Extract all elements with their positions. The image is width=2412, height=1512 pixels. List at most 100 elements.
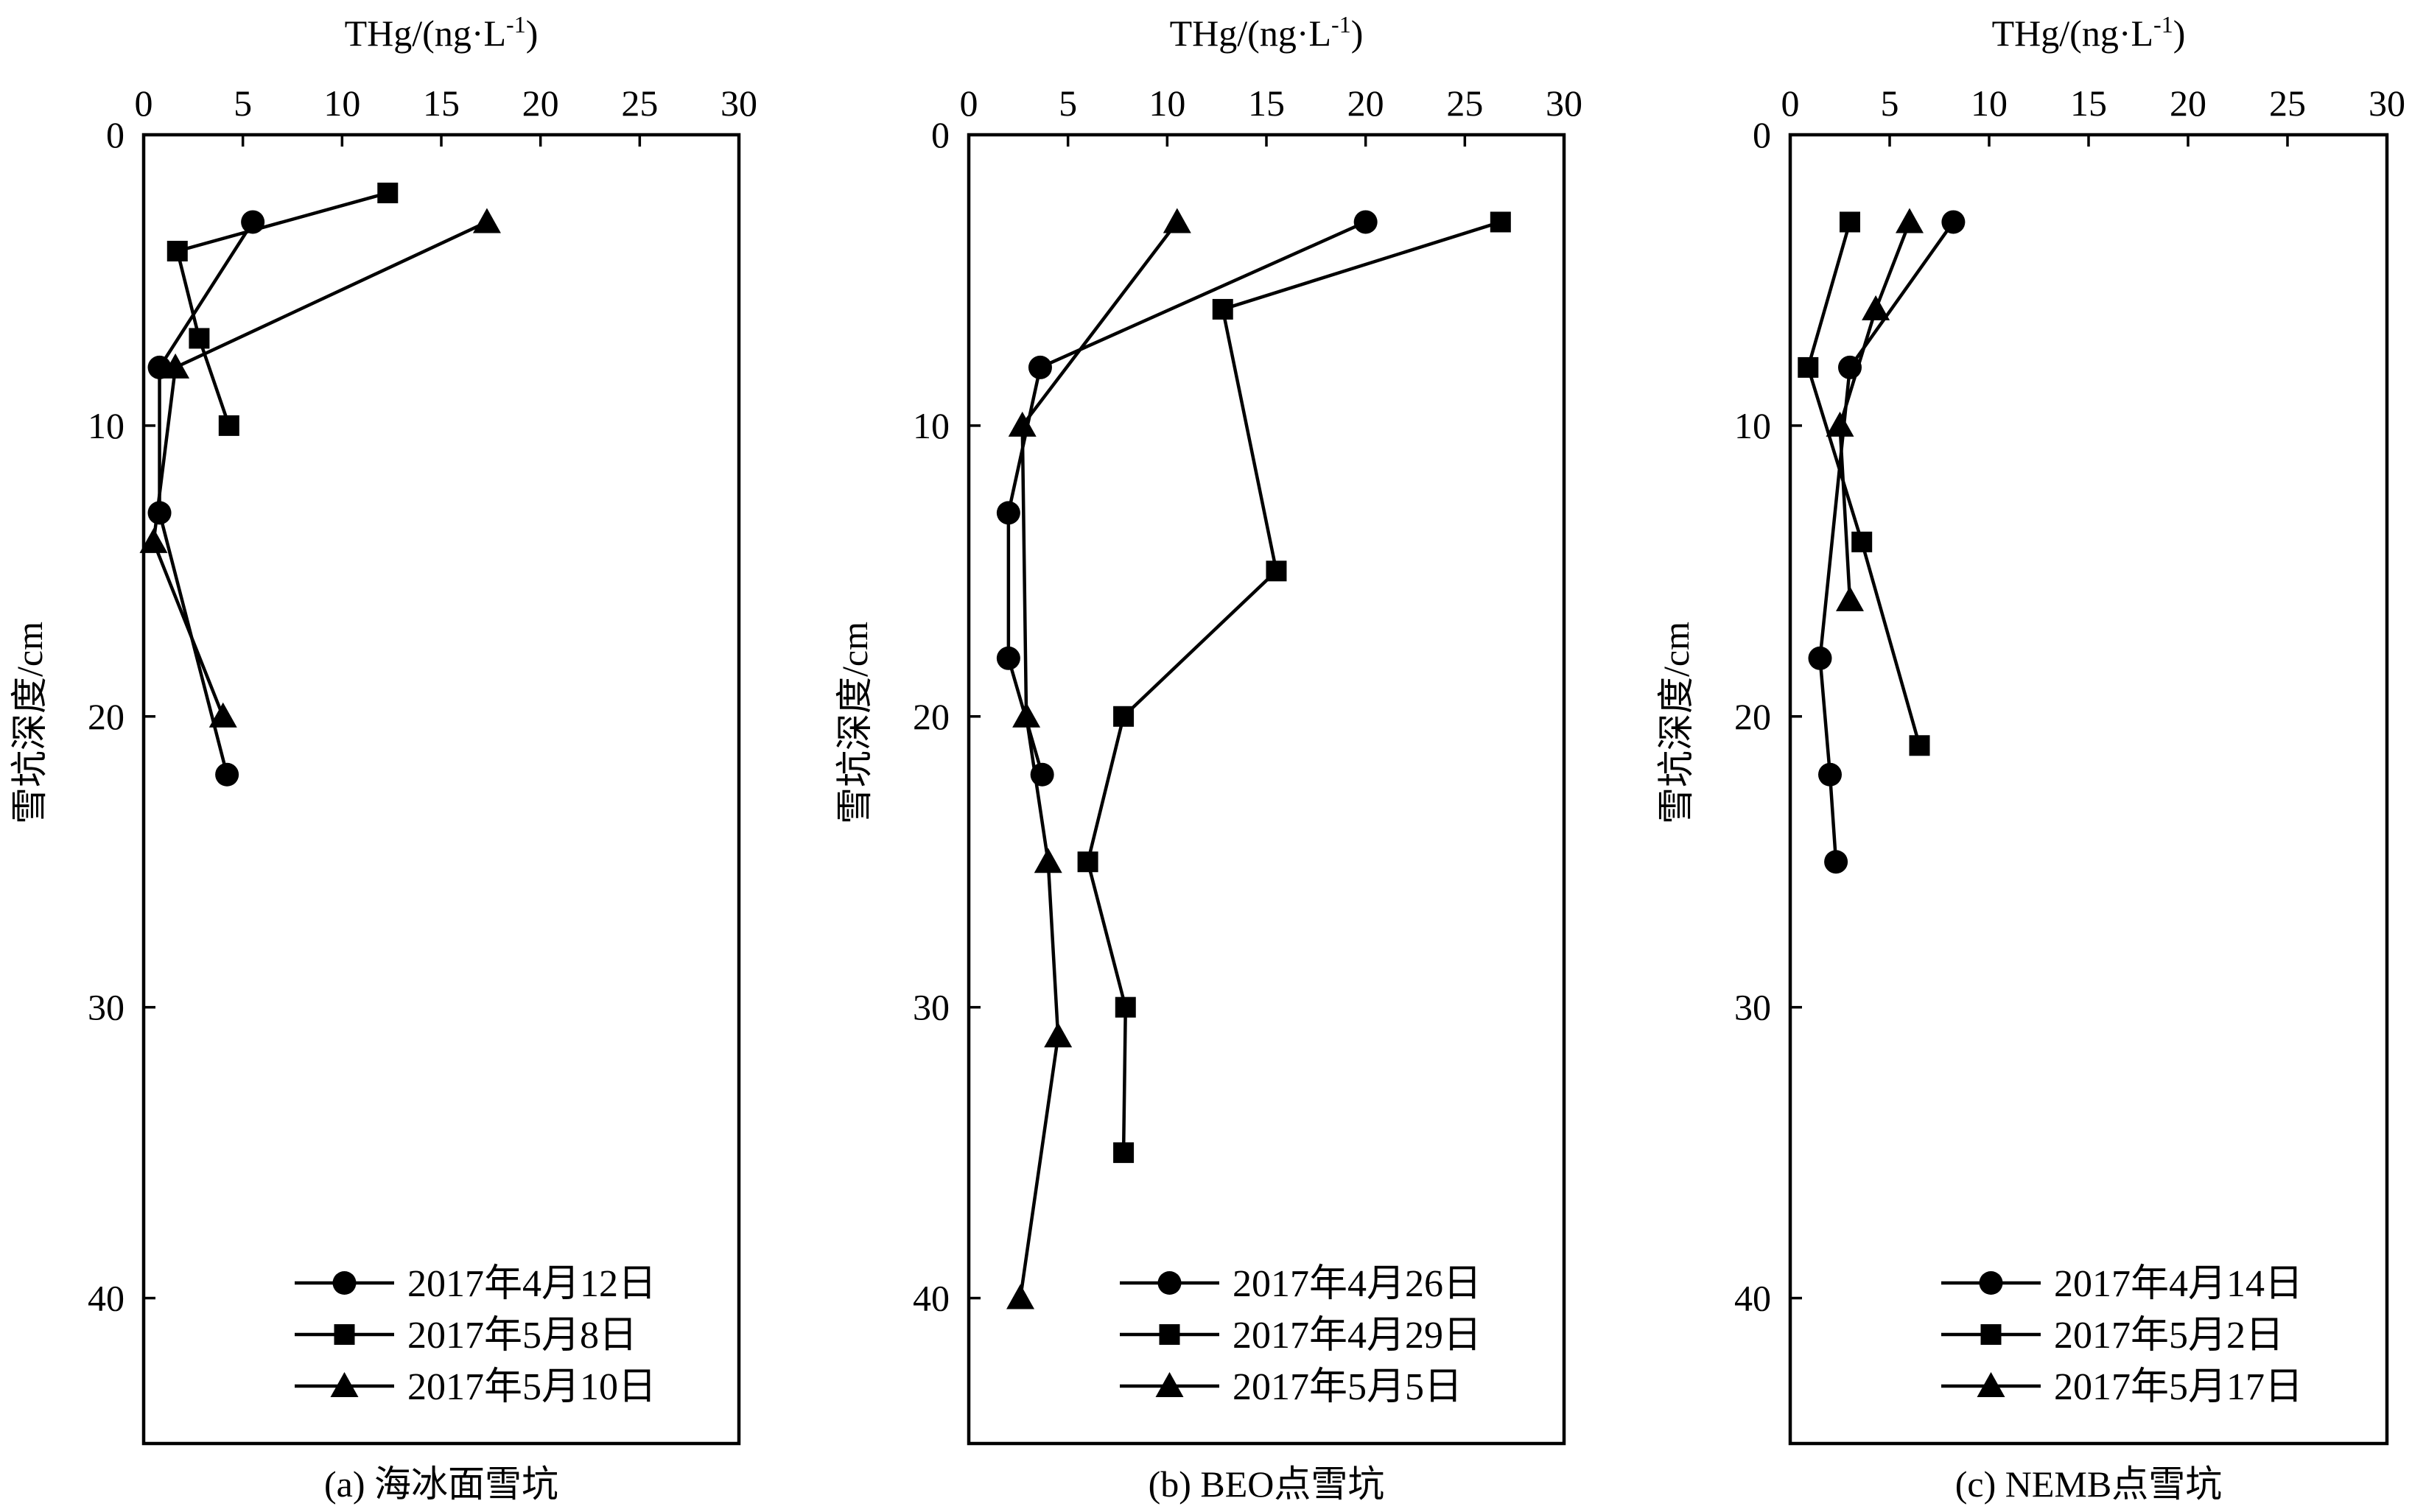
series-circle xyxy=(996,210,1378,787)
legend-marker xyxy=(1977,1372,2005,1397)
y-tick-label: 0 xyxy=(106,114,125,155)
data-point xyxy=(1824,850,1848,874)
data-point xyxy=(161,353,190,379)
plot-frame xyxy=(967,133,1566,1446)
x-tick-label: 30 xyxy=(721,82,757,124)
series-square xyxy=(1798,211,1930,756)
data-point xyxy=(996,501,1020,525)
data-point xyxy=(166,240,188,261)
legend-label: 2017年5月17日 xyxy=(2054,1366,2303,1408)
x-tick-label: 15 xyxy=(423,82,460,124)
x-tick-label: 5 xyxy=(1059,82,1077,124)
series-square xyxy=(1077,211,1511,1164)
data-point xyxy=(1840,211,1860,233)
x-tick-label: 25 xyxy=(621,82,658,124)
legend-marker xyxy=(1979,1271,2003,1295)
legend-label: 2017年5月10日 xyxy=(407,1366,656,1408)
y-tick-label: 30 xyxy=(88,987,125,1028)
legend-label: 2017年4月14日 xyxy=(2054,1263,2303,1305)
legend-label: 2017年4月12日 xyxy=(407,1263,656,1305)
y-tick-label: 40 xyxy=(1734,1278,1771,1319)
series-line xyxy=(1838,221,1912,600)
data-point xyxy=(1077,851,1098,873)
x-tick-label: 10 xyxy=(323,82,360,124)
data-point xyxy=(1266,560,1287,582)
series-line xyxy=(175,191,388,426)
x-tick-label: 0 xyxy=(135,82,153,124)
data-point xyxy=(1212,298,1233,320)
data-point xyxy=(1113,1142,1135,1164)
data-point xyxy=(377,182,399,203)
x-tick-label: 20 xyxy=(2170,82,2206,124)
y-tick-label: 30 xyxy=(913,987,950,1028)
x-tick-label: 5 xyxy=(234,82,252,124)
series-line xyxy=(1806,221,1921,746)
x-tick-label: 25 xyxy=(2269,82,2306,124)
legend-marker xyxy=(332,1271,357,1295)
data-point xyxy=(218,415,239,436)
data-point xyxy=(147,501,172,525)
x-tick-label: 15 xyxy=(1248,82,1285,124)
panel-caption: (c) NEMB点雪坑 xyxy=(1955,1463,2222,1505)
x-tick-label: 0 xyxy=(1781,82,1800,124)
data-point xyxy=(208,702,237,728)
data-point xyxy=(1818,762,1842,787)
data-point xyxy=(1836,586,1864,611)
data-point xyxy=(1353,210,1378,234)
data-point xyxy=(1826,411,1854,437)
data-point xyxy=(1163,208,1191,233)
series-line xyxy=(152,220,488,717)
legend-marker xyxy=(330,1372,359,1397)
legend-marker xyxy=(1155,1372,1184,1397)
legend: 2017年4月14日 2017年5月2日 2017年5月17日 xyxy=(1941,1263,2303,1408)
panel-caption: (b) BEO点雪坑 xyxy=(1149,1463,1385,1505)
plot-frame xyxy=(1788,133,2389,1446)
series-triangle xyxy=(139,208,501,728)
y-tick-label: 0 xyxy=(1753,114,1771,155)
data-point xyxy=(1028,355,1052,379)
y-tick-label: 40 xyxy=(913,1278,950,1319)
data-point xyxy=(215,762,239,787)
plot-frame xyxy=(141,133,741,1446)
series-line xyxy=(1018,221,1179,1298)
x-tick-label: 10 xyxy=(1971,82,2008,124)
panel-3: 0 5 10 15 20 25 30 0 10 20 30 40 THg/(ng·L-1) 雪坑深度/cm… xyxy=(1655,11,2405,1505)
data-point xyxy=(1808,646,1832,670)
legend-marker xyxy=(1157,1271,1182,1295)
y-axis-title: 雪坑深度/cm xyxy=(9,622,50,824)
legend-marker xyxy=(1980,1324,2002,1345)
x-tick-label: 30 xyxy=(1546,82,1582,124)
data-point xyxy=(1798,356,1819,378)
panel-2: 0 5 10 15 20 25 30 0 10 20 30 40 THg/(ng·L-1) 雪坑深度/cm… xyxy=(834,11,1582,1505)
series-circle xyxy=(147,210,265,787)
data-point xyxy=(1896,208,1924,233)
y-tick-label: 10 xyxy=(1734,405,1771,446)
x-tick-label: 0 xyxy=(960,82,978,124)
x-tick-label: 30 xyxy=(2369,82,2405,124)
x-tick-label: 25 xyxy=(1446,82,1483,124)
data-point xyxy=(1008,411,1037,437)
x-tick-label: 10 xyxy=(1149,82,1185,124)
series-square xyxy=(166,182,399,436)
data-point xyxy=(1012,702,1041,728)
y-tick-label: 10 xyxy=(88,405,125,446)
x-tick-label: 15 xyxy=(2070,82,2107,124)
x-tick-label: 20 xyxy=(522,82,559,124)
series-circle xyxy=(1808,210,1966,874)
x-axis-title: THg/(ng·L-1) xyxy=(1170,11,1364,54)
legend-label: 2017年4月29日 xyxy=(1233,1315,1482,1357)
data-point xyxy=(189,328,210,349)
data-point xyxy=(1862,295,1890,320)
data-point xyxy=(1490,211,1511,233)
legend-label: 2017年5月2日 xyxy=(2054,1315,2284,1357)
legend: 2017年4月12日 2017年5月8日 2017年5月10日 xyxy=(295,1263,656,1408)
data-point xyxy=(1034,848,1062,873)
y-tick-label: 20 xyxy=(913,696,950,737)
data-point xyxy=(1909,735,1930,756)
legend-label: 2017年4月26日 xyxy=(1233,1263,1482,1305)
legend-label: 2017年5月5日 xyxy=(1233,1366,1462,1408)
data-point xyxy=(1941,210,1966,234)
data-point xyxy=(1115,996,1136,1018)
series-triangle xyxy=(1826,208,1924,611)
